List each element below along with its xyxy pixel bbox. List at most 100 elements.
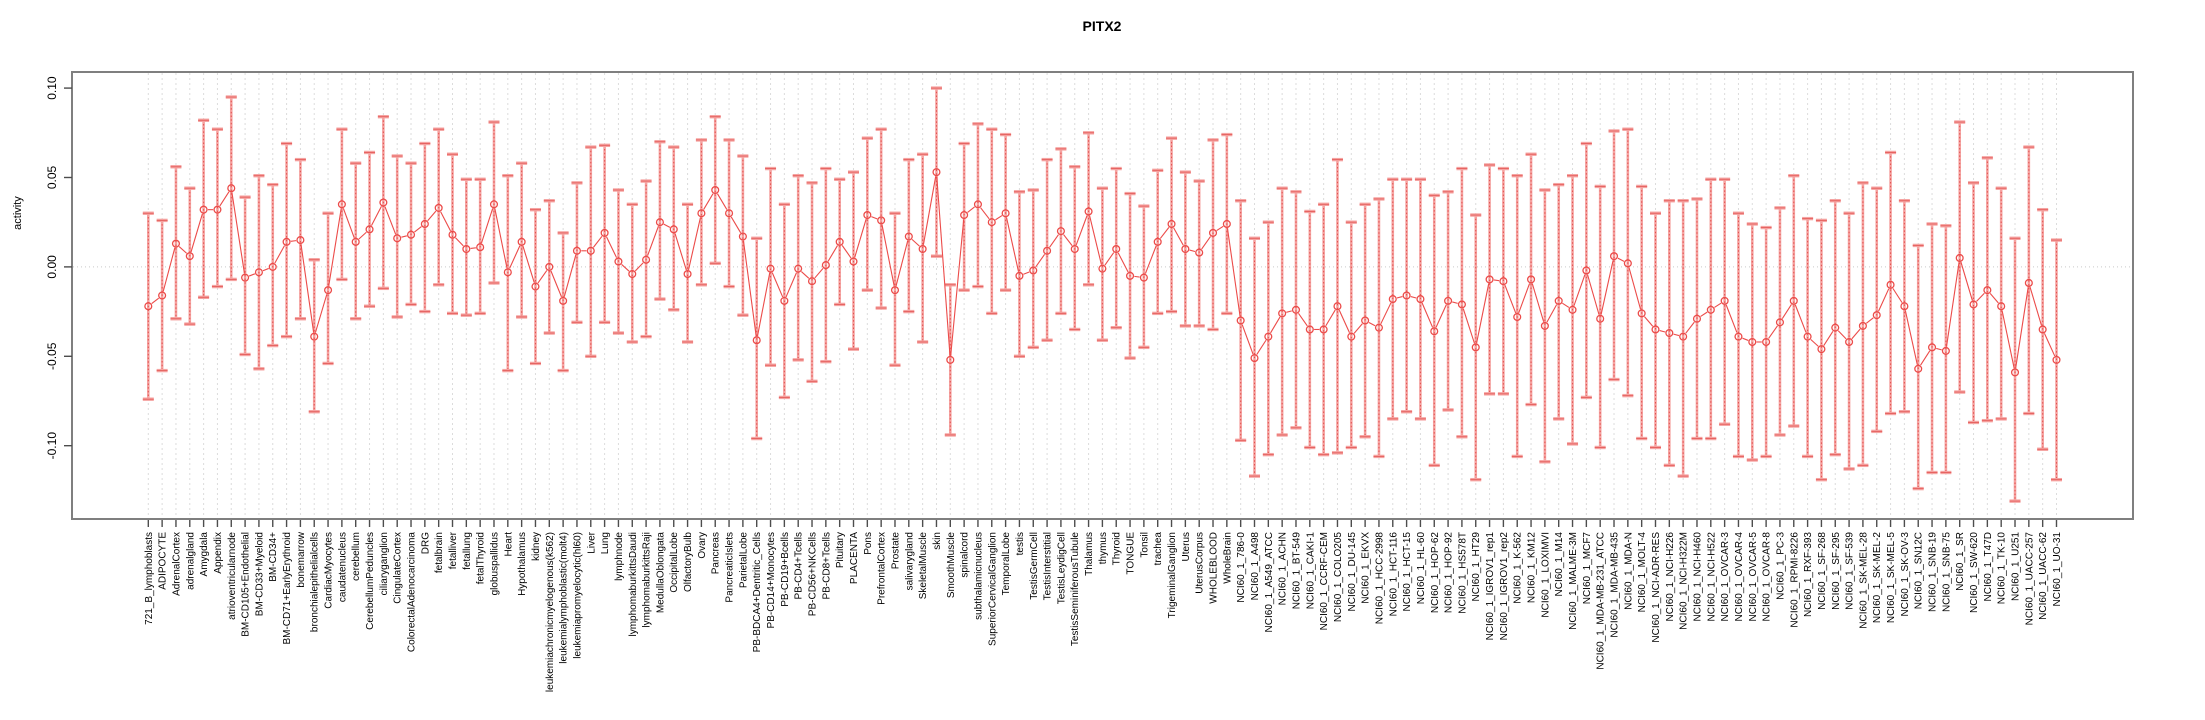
x-tick-label: cerebellum bbox=[351, 532, 362, 581]
error-bar bbox=[1760, 225, 1772, 459]
series-line-segment bbox=[1493, 279, 1500, 282]
series-line-segment bbox=[881, 224, 895, 287]
series-line-segment bbox=[1049, 234, 1059, 248]
series-line-segment bbox=[1700, 311, 1708, 317]
series-line-segment bbox=[1023, 271, 1030, 275]
series-line-segment bbox=[1531, 283, 1545, 322]
data-point bbox=[213, 205, 222, 214]
series-line-segment bbox=[1270, 316, 1281, 334]
series-line-segment bbox=[663, 223, 671, 228]
data-point bbox=[227, 184, 236, 193]
error-bar bbox=[391, 154, 403, 319]
error-bar bbox=[1138, 204, 1150, 350]
data-point bbox=[1527, 275, 1536, 284]
series-line-segment bbox=[1380, 302, 1392, 325]
y-tick-label: 0.05 bbox=[45, 165, 59, 189]
x-tick-label: PancreaticIslets bbox=[725, 532, 736, 603]
y-tick-label: -0.05 bbox=[45, 342, 59, 370]
data-point bbox=[171, 239, 181, 248]
x-tick-label: NCI60_1_SW-620 bbox=[1969, 532, 1980, 613]
error-bar bbox=[447, 152, 459, 316]
x-tick-label: NCI60_1_HOP-92 bbox=[1444, 532, 1455, 614]
data-point bbox=[1803, 332, 1812, 341]
series-line-segment bbox=[1452, 301, 1458, 304]
series-line-segment bbox=[190, 213, 203, 253]
data-point bbox=[1568, 305, 1577, 314]
error-bar bbox=[336, 127, 348, 282]
error-bar bbox=[1262, 220, 1274, 457]
data-point bbox=[476, 243, 485, 252]
x-tick-label: NCI60_1_HT29 bbox=[1471, 532, 1482, 602]
data-point bbox=[185, 252, 194, 261]
series-line-segment bbox=[814, 268, 824, 279]
x-tick-label: NCI60_1_HCT-116 bbox=[1388, 532, 1399, 617]
data-point bbox=[1927, 343, 1937, 352]
data-point bbox=[420, 219, 429, 229]
error-bar bbox=[806, 181, 818, 384]
data-point bbox=[1609, 252, 1619, 261]
series-line-segment bbox=[1837, 330, 1847, 340]
series-line-segment bbox=[895, 240, 909, 287]
series-line-segment bbox=[1518, 283, 1531, 314]
data-point bbox=[1997, 302, 2006, 311]
data-point bbox=[1845, 337, 1854, 347]
x-tick-label: NCI60_1_MCF7 bbox=[1582, 532, 1593, 605]
data-point bbox=[2038, 325, 2047, 334]
x-tick-label: Thyroid bbox=[1112, 532, 1123, 565]
data-point bbox=[932, 168, 941, 177]
error-bar bbox=[1276, 186, 1288, 437]
series-line-segment bbox=[1173, 227, 1184, 246]
data-point bbox=[849, 257, 858, 266]
x-tick-label: salivarygland bbox=[904, 532, 915, 590]
error-bar bbox=[1304, 209, 1316, 450]
error-bar bbox=[1069, 165, 1081, 332]
error-bar bbox=[1041, 157, 1053, 342]
series-line-segment bbox=[2001, 310, 2015, 369]
x-tick-label: globuspallidus bbox=[489, 532, 500, 595]
error-bar bbox=[571, 181, 583, 325]
x-tick-label: NCI60_1_IGROV1_rep1 bbox=[1485, 532, 1496, 641]
series-line-segment bbox=[1353, 323, 1363, 334]
x-tick-label: Liver bbox=[586, 531, 597, 553]
series-line-segment bbox=[1216, 225, 1224, 232]
x-tick-label: CardiacMyocytes bbox=[324, 532, 335, 609]
data-point bbox=[1015, 271, 1024, 280]
error-bar bbox=[322, 211, 334, 366]
error-bar bbox=[211, 127, 223, 289]
data-point bbox=[669, 225, 678, 234]
data-point bbox=[158, 291, 167, 300]
data-point bbox=[1098, 264, 1107, 273]
data-point bbox=[1941, 346, 1950, 355]
x-tick-label: NCI60_1_NCI-H460 bbox=[1692, 532, 1703, 622]
series-line-segment bbox=[634, 262, 644, 272]
data-point bbox=[1126, 271, 1135, 280]
x-tick-label: Pons bbox=[863, 532, 874, 555]
series-line-segment bbox=[290, 240, 297, 242]
data-point bbox=[144, 302, 153, 311]
data-point bbox=[1444, 296, 1453, 305]
x-tick-label: trachea bbox=[1153, 532, 1164, 566]
series-line-segment bbox=[480, 208, 494, 244]
data-point bbox=[1858, 321, 1867, 330]
series-line-segment bbox=[1617, 257, 1625, 262]
series-line-segment bbox=[401, 235, 407, 238]
error-bar bbox=[529, 207, 541, 366]
x-tick-label: NCI60_1_UACC-62 bbox=[2038, 532, 2049, 620]
data-point bbox=[489, 200, 499, 209]
error-bar bbox=[834, 177, 846, 307]
data-point bbox=[1706, 305, 1715, 314]
error-bar bbox=[1221, 132, 1233, 316]
x-tick-label: TONGUE bbox=[1126, 532, 1137, 575]
error-bar bbox=[1083, 131, 1095, 287]
error-bar bbox=[1318, 202, 1330, 457]
error-bar bbox=[765, 166, 777, 367]
series-line-segment bbox=[219, 191, 230, 207]
error-bar bbox=[1732, 211, 1744, 459]
series-line-segment bbox=[995, 215, 1003, 221]
data-point bbox=[1167, 219, 1176, 229]
error-bar bbox=[903, 157, 915, 314]
x-tick-label: WHOLEBLOOD bbox=[1209, 532, 1220, 604]
x-tick-label: NCI60_1_HOP-62 bbox=[1430, 532, 1441, 614]
error-bar bbox=[1885, 150, 1897, 416]
